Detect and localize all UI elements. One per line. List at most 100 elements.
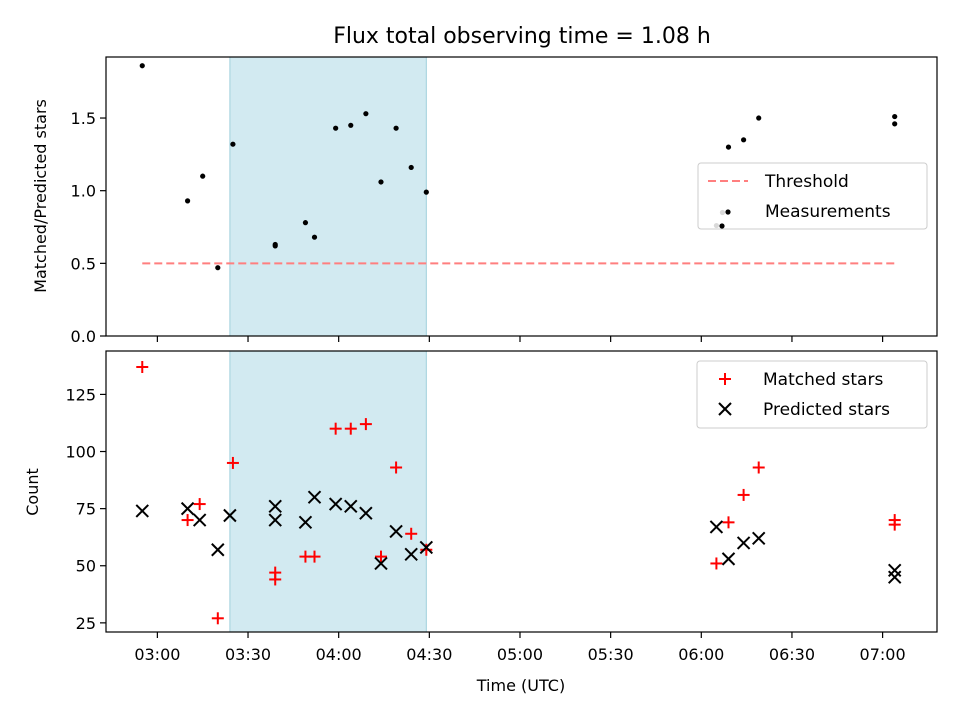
predicted-star-point xyxy=(389,524,403,539)
y-tick-label: 1.0 xyxy=(71,182,96,201)
matched-star-point xyxy=(737,488,750,501)
chart-title: Flux total observing time = 1.08 h xyxy=(333,24,711,49)
matched-star-point xyxy=(226,456,239,469)
measurement-point xyxy=(393,125,399,131)
legend-matched-swatch xyxy=(719,373,731,385)
ratio-panel: 0.0 0.5 1.0 1.5 Matched/Predicted stars Thr… xyxy=(31,56,938,346)
legend-threshold-label: Threshold xyxy=(764,172,849,192)
bottom-count-points xyxy=(135,360,902,625)
top-measurement-points xyxy=(139,63,898,271)
top-y-axis-label: Matched/Predicted stars xyxy=(31,99,50,293)
predicted-star-point xyxy=(752,531,766,546)
predicted-star-point xyxy=(359,506,373,520)
bottom-shaded-interval xyxy=(229,350,427,633)
predicted-star-point xyxy=(268,513,282,527)
measurement-point xyxy=(348,122,354,128)
legend-predicted-label: Predicted stars xyxy=(763,400,890,420)
measurement-point xyxy=(200,173,206,179)
y-tick-label: 100 xyxy=(65,443,96,462)
measurement-point xyxy=(741,137,747,143)
measurement-point xyxy=(272,243,278,249)
matched-star-point xyxy=(722,516,735,529)
bottom-axes-frame xyxy=(105,350,938,633)
matched-star-point xyxy=(888,518,901,531)
y-tick-label: 0.0 xyxy=(71,327,96,346)
y-tick-label: 75 xyxy=(76,500,96,519)
y-tick-label: 50 xyxy=(76,557,96,576)
measurement-point xyxy=(756,115,762,121)
measurement-point xyxy=(725,144,732,150)
measurement-point xyxy=(311,234,318,240)
top-x-ticks xyxy=(156,336,884,342)
top-axes-frame xyxy=(105,56,938,337)
predicted-star-point xyxy=(211,543,225,557)
predicted-star-point xyxy=(268,499,282,514)
measurement-point xyxy=(184,198,191,204)
predicted-star-point xyxy=(307,490,322,504)
bottom-y-ticks: 25 50 75 100 125 xyxy=(65,385,106,633)
y-tick-label: 25 xyxy=(76,614,96,633)
matched-star-point xyxy=(329,422,342,435)
predicted-star-point xyxy=(344,499,358,514)
x-tick-label: 05:30 xyxy=(588,645,634,664)
top-shaded-interval xyxy=(229,56,427,337)
matched-star-point xyxy=(374,550,387,563)
predicted-star-point xyxy=(223,508,237,523)
legend-measurements-label: Measurements xyxy=(765,202,891,222)
bottom-y-axis-label: Count xyxy=(23,468,42,516)
measurement-point xyxy=(363,111,369,117)
predicted-star-point xyxy=(404,547,418,562)
x-tick-label: 06:30 xyxy=(769,645,815,664)
legend-measurement-swatch-a xyxy=(719,223,725,229)
x-tick-label: 04:00 xyxy=(316,645,362,664)
predicted-star-point xyxy=(328,497,343,511)
x-tick-label: 03:00 xyxy=(134,645,180,664)
measurement-point xyxy=(302,220,309,226)
x-tick-label: 06:00 xyxy=(678,645,724,664)
x-tick-label: 03:30 xyxy=(225,645,271,664)
measurement-point xyxy=(423,189,429,195)
predicted-star-point xyxy=(419,540,434,555)
matched-star-point xyxy=(405,527,418,540)
x-tick-label: 04:30 xyxy=(406,645,452,664)
matched-star-point xyxy=(308,550,321,563)
measurement-point xyxy=(892,113,898,120)
predicted-star-point xyxy=(721,552,736,566)
measurement-point xyxy=(378,179,384,185)
matched-star-point xyxy=(752,461,765,474)
matched-star-point xyxy=(136,360,149,373)
predicted-star-point xyxy=(374,556,388,571)
matched-star-point xyxy=(193,498,206,511)
bottom-legend-box xyxy=(696,360,928,429)
measurement-point xyxy=(139,63,145,69)
measurement-point xyxy=(215,265,221,271)
matched-star-point xyxy=(181,514,194,527)
measurement-point xyxy=(333,125,339,131)
top-legend-box xyxy=(697,162,928,230)
measurement-point xyxy=(230,141,236,147)
matched-star-point xyxy=(710,557,723,570)
x-axis-label: Time (UTC) xyxy=(476,676,565,695)
matched-star-point xyxy=(211,612,224,625)
y-tick-label: 1.5 xyxy=(71,109,96,128)
count-panel: 25 50 75 100 125 03:00 03:30 04:00 04:30 05:00 05… xyxy=(23,350,938,695)
matched-star-point xyxy=(420,543,433,556)
predicted-star-point xyxy=(736,536,751,550)
measurement-point xyxy=(408,164,414,171)
bottom-x-ticks: 03:00 03:30 04:00 04:30 05:00 05:30 06:00 06:30… xyxy=(134,632,906,664)
measurement-point xyxy=(892,121,898,127)
legend-matched-label: Matched stars xyxy=(763,370,883,390)
legend-predicted-swatch xyxy=(718,402,732,416)
predicted-star-point xyxy=(135,504,149,518)
x-tick-label: 07:00 xyxy=(860,645,906,664)
matched-star-point xyxy=(269,566,282,579)
predicted-star-point xyxy=(709,520,724,534)
y-tick-label: 125 xyxy=(65,385,96,404)
x-tick-label: 05:00 xyxy=(497,645,543,664)
predicted-star-point xyxy=(180,501,195,516)
predicted-star-point xyxy=(192,513,207,527)
bottom-legend: Matched stars Predicted stars xyxy=(696,360,928,429)
matched-star-point xyxy=(344,422,357,435)
